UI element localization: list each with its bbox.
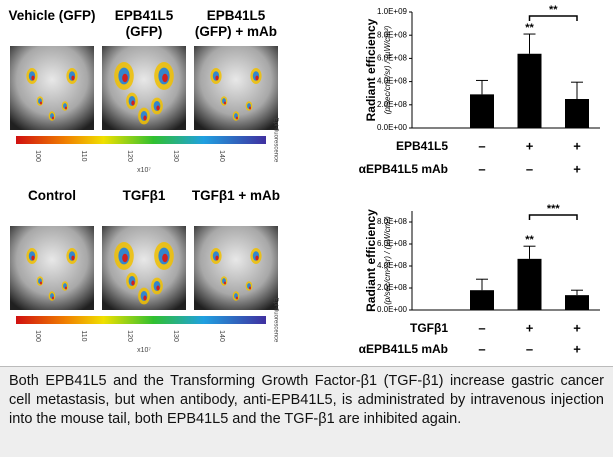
- y-tick-label: 1.0E+09: [377, 7, 408, 16]
- condition-mark: +: [573, 138, 581, 153]
- signal-blob: [131, 100, 135, 106]
- significance: **: [525, 234, 534, 246]
- caption: Both EPB41L5 and the Transforming Growth…: [0, 366, 613, 457]
- bar: [565, 99, 589, 128]
- colorbar-tick-label: 100: [34, 330, 41, 342]
- signal-blob: [40, 281, 42, 285]
- significance: **: [549, 4, 558, 16]
- y-tick-label: 4.0E+08: [377, 261, 408, 270]
- signal-blob: [224, 101, 226, 105]
- condition-mark: +: [573, 320, 581, 335]
- signal-blob: [255, 255, 259, 261]
- signal-blob: [65, 106, 67, 110]
- colorbar-tick-label: 120: [126, 330, 133, 342]
- panel-label: EPB41L5 (GFP): [114, 8, 174, 39]
- y-tick-label: 4.0E+08: [377, 77, 408, 86]
- signal-blob: [162, 73, 168, 83]
- signal-blob: [31, 255, 35, 261]
- condition-mark: –: [478, 341, 485, 356]
- signal-blob: [255, 75, 259, 81]
- colorbar-tick-label: 120: [126, 150, 133, 162]
- bar: [470, 290, 494, 310]
- signal-blob: [40, 101, 42, 105]
- signal-blob: [162, 253, 168, 263]
- colorbar-tick-label: 130: [172, 330, 179, 342]
- signal-blob: [52, 296, 54, 300]
- panel-label: EPB41L5 (GFP) + mAb: [194, 8, 278, 39]
- signal-blob: [143, 115, 147, 121]
- colorbar-tick-label: 140: [218, 330, 225, 342]
- signal-blob: [249, 106, 251, 110]
- signal-blob: [52, 116, 54, 120]
- significance-bracket: [528, 15, 578, 21]
- signal-blob: [71, 255, 75, 261]
- colorbar: [16, 316, 266, 324]
- y-tick-label: 2.0E+08: [377, 283, 408, 292]
- colorbar-label: Epi-fluorescence: [272, 298, 278, 343]
- signal-blob: [215, 255, 219, 261]
- condition-label: EPB41L5: [396, 139, 448, 153]
- condition-label: TGFβ1: [410, 321, 448, 335]
- colorbar-tick-label: 130: [172, 150, 179, 162]
- condition-mark: –: [478, 138, 485, 153]
- colorbar-label: Epi-fluorescence: [272, 118, 278, 163]
- y-tick-label: 6.0E+08: [377, 54, 408, 63]
- panel-label: Vehicle (GFP): [8, 8, 96, 23]
- bar: [470, 94, 494, 128]
- y-tick-label: 0.0E+00: [377, 123, 408, 132]
- colorbar-unit: x10⁷: [137, 167, 151, 174]
- significance: ***: [547, 203, 561, 215]
- condition-mark: –: [526, 341, 533, 356]
- y-tick-label: 0.0E+00: [377, 305, 408, 314]
- colorbar-tick-label: 110: [80, 150, 87, 161]
- significance-bracket: [528, 214, 578, 220]
- panel-label: Control: [28, 188, 76, 203]
- condition-label: αEPB41L5 mAb: [359, 162, 448, 176]
- colorbar: [16, 136, 266, 144]
- y-axis-unit: (p/sec/cm²/sr) / (µW/cm²): [383, 25, 392, 114]
- condition-label: αEPB41L5 mAb: [359, 342, 448, 356]
- signal-blob: [71, 75, 75, 81]
- condition-mark: +: [573, 341, 581, 356]
- signal-blob: [65, 286, 67, 290]
- condition-mark: +: [526, 138, 534, 153]
- signal-blob: [156, 285, 160, 291]
- signal-blob: [236, 116, 238, 120]
- figure-graphics: 100 110 120 130 140 x10⁷ Epi-fluorescence 100 11…: [10, 4, 600, 356]
- y-tick-label: 2.0E+08: [377, 100, 408, 109]
- signal-blob: [122, 73, 128, 83]
- bar: [565, 295, 589, 310]
- condition-mark: +: [573, 161, 581, 176]
- condition-mark: –: [478, 161, 485, 176]
- condition-mark: +: [526, 320, 534, 335]
- colorbar-tick-label: 100: [34, 150, 41, 162]
- colorbar-tick-label: 110: [80, 330, 87, 341]
- y-tick-label: 6.0E+08: [377, 239, 408, 248]
- significance: **: [525, 22, 534, 34]
- panel-label: TGFβ1: [122, 188, 166, 203]
- bar: [517, 258, 542, 310]
- condition-mark: –: [478, 320, 485, 335]
- y-tick-label: 8.0E+08: [377, 30, 408, 39]
- signal-blob: [122, 253, 128, 263]
- signal-blob: [31, 75, 35, 81]
- y-axis-unit: (p/sec/cm²/sr) / (µW/cm²): [383, 216, 392, 305]
- bar: [517, 53, 542, 129]
- signal-blob: [249, 286, 251, 290]
- y-tick-label: 8.0E+08: [377, 217, 408, 226]
- condition-mark: –: [526, 161, 533, 176]
- signal-blob: [215, 75, 219, 81]
- panel-label: TGFβ1 + mAb: [191, 188, 281, 203]
- colorbar-unit: x10⁷: [137, 347, 151, 354]
- colorbar-tick-label: 140: [218, 150, 225, 162]
- signal-blob: [224, 281, 226, 285]
- signal-blob: [143, 295, 147, 301]
- signal-blob: [131, 280, 135, 286]
- signal-blob: [236, 296, 238, 300]
- y-axis-label: Radiant efficiency: [364, 209, 378, 312]
- y-axis-label: Radiant efficiency: [364, 18, 378, 121]
- signal-blob: [156, 105, 160, 111]
